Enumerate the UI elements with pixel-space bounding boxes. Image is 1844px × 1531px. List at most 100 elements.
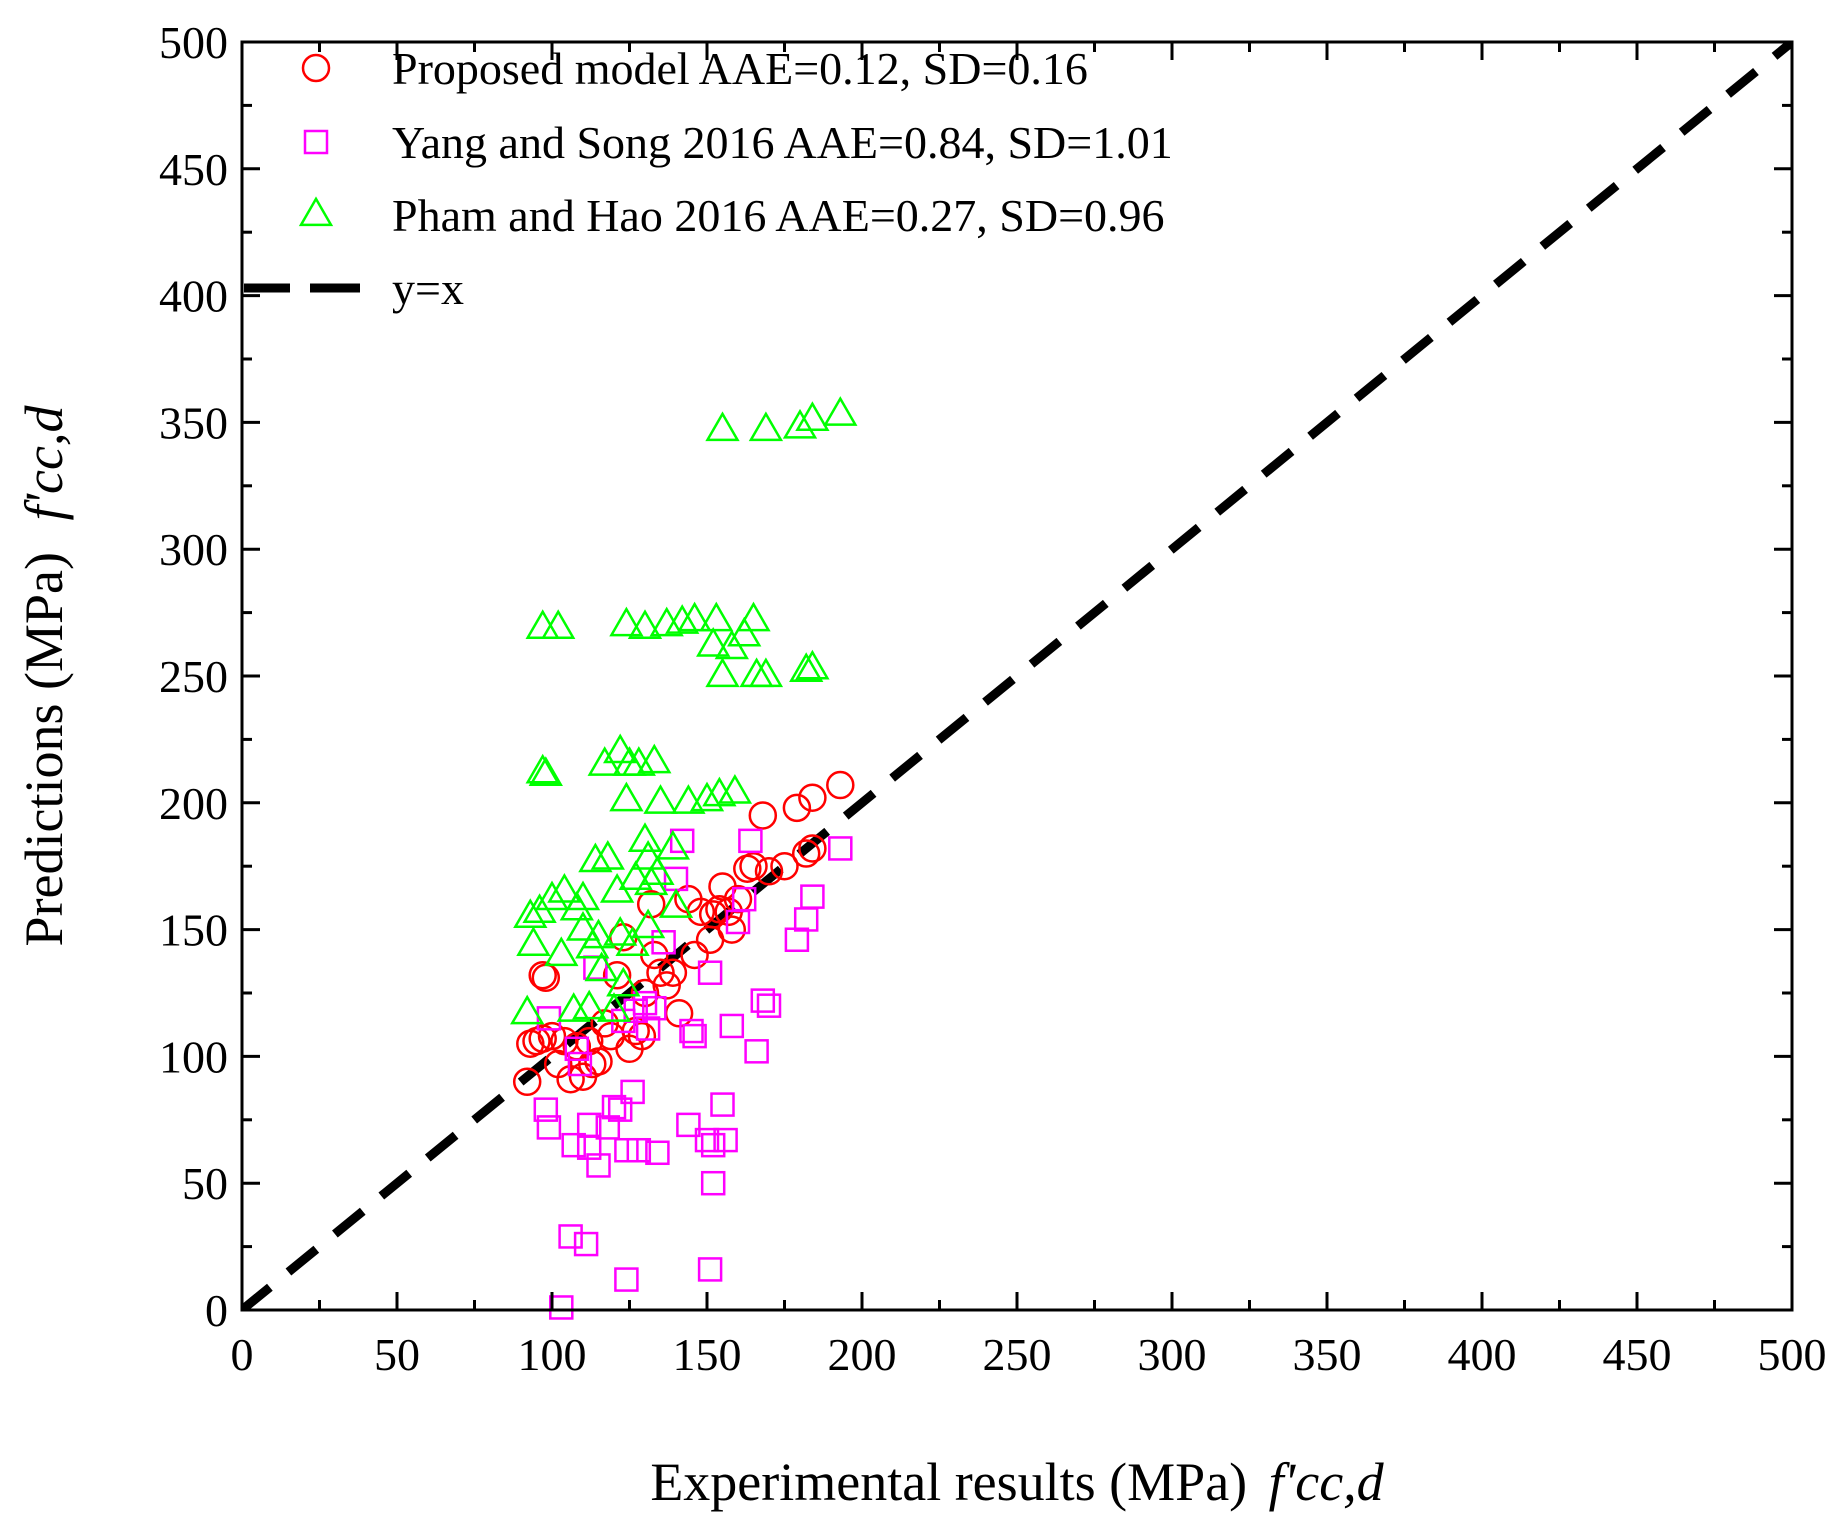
- data-point-triangle: [643, 784, 678, 814]
- y-tick-label: 100: [159, 1031, 228, 1082]
- data-point-circle: [717, 915, 747, 944]
- data-point-circle: [798, 834, 827, 863]
- data-point-triangle: [627, 609, 663, 639]
- data-point-triangle: [717, 774, 753, 804]
- data-point-square: [614, 1267, 639, 1292]
- x-tick-label: 0: [231, 1329, 254, 1380]
- data-point-circle: [739, 851, 768, 881]
- data-point-square: [651, 930, 676, 955]
- data-point-triangle: [603, 916, 638, 946]
- data-point-square: [607, 1097, 633, 1122]
- data-point-square: [713, 1127, 738, 1153]
- data-point-circle: [748, 801, 778, 830]
- y-tick-label: 350: [159, 397, 228, 448]
- data-point-circle: [658, 958, 688, 987]
- data-point-square: [756, 993, 782, 1018]
- data-point-triangle: [795, 401, 830, 431]
- data-point-square: [750, 988, 776, 1013]
- legend-marker-circle: [301, 53, 331, 83]
- data-point-circle: [602, 960, 632, 990]
- x-axis-title: Experimental results (MPa) f'cc,d: [650, 1452, 1384, 1512]
- x-tick-label: 100: [518, 1329, 587, 1380]
- data-point-triangle: [736, 601, 771, 632]
- data-point-square: [679, 1018, 704, 1044]
- data-point-triangle: [637, 743, 672, 774]
- data-point-triangle: [525, 753, 560, 784]
- data-point-triangle: [581, 918, 616, 949]
- data-point-square: [632, 990, 658, 1016]
- data-point-triangle: [748, 657, 784, 688]
- data-point-square: [694, 1127, 720, 1153]
- data-point-circle: [512, 1067, 542, 1097]
- x-tick-label: 400: [1448, 1329, 1517, 1380]
- data-point-triangle: [606, 966, 641, 997]
- y-tick-label: 50: [182, 1158, 228, 1209]
- data-point-circle: [782, 793, 812, 823]
- x-tick-label: 500: [1758, 1329, 1827, 1380]
- data-point-triangle: [640, 855, 675, 885]
- data-point-triangle: [609, 606, 644, 637]
- data-point-triangle: [727, 616, 762, 647]
- data-point-square: [576, 1112, 602, 1138]
- data-point-square: [738, 828, 763, 854]
- data-point-square: [626, 1137, 652, 1163]
- data-point-square: [558, 1224, 583, 1249]
- data-point-triangle: [603, 733, 638, 764]
- data-point-triangle: [565, 880, 601, 911]
- y-tick-label: 0: [205, 1285, 228, 1336]
- data-point-square: [573, 1231, 599, 1257]
- legend-marker-square: [303, 129, 329, 155]
- data-point-square: [645, 1140, 670, 1166]
- data-point-circle: [791, 839, 821, 868]
- data-point-circle: [528, 960, 557, 990]
- data-point-square: [710, 1092, 735, 1117]
- data-point-circle: [646, 958, 675, 987]
- data-point-triangle: [696, 626, 731, 657]
- data-point-triangle: [655, 829, 691, 860]
- data-point-square: [731, 886, 757, 912]
- y-tick-label: 150: [159, 905, 228, 956]
- data-point-circle: [537, 1021, 567, 1051]
- data-point-triangle: [572, 989, 607, 1020]
- data-point-square: [697, 1257, 723, 1282]
- data-point-circle: [627, 1021, 657, 1051]
- data-point-square: [700, 1170, 726, 1196]
- data-point-circle: [826, 770, 855, 800]
- data-point-square: [614, 1137, 639, 1163]
- data-point-square: [744, 1039, 769, 1064]
- data-point-triangle: [541, 609, 576, 639]
- data-point-circle: [652, 971, 681, 1000]
- data-point-triangle: [609, 781, 644, 812]
- y-axis-label: Predictions (MPa): [14, 552, 74, 946]
- y-tick-label: 200: [159, 778, 228, 829]
- data-point-triangle: [658, 888, 694, 918]
- data-point-circle: [770, 851, 799, 881]
- data-point-triangle: [630, 839, 666, 870]
- y-tick-label: 250: [159, 651, 228, 702]
- data-point-circle: [680, 940, 709, 970]
- data-point-triangle: [534, 880, 570, 911]
- data-point-circle: [584, 1047, 613, 1076]
- data-point-triangle: [665, 604, 700, 634]
- x-tick-label: 200: [828, 1329, 897, 1380]
- data-point-triangle: [590, 839, 625, 870]
- y-tick-label: 450: [159, 144, 228, 195]
- data-point-square: [586, 1153, 611, 1178]
- data-point-square: [700, 1132, 726, 1158]
- data-point-triangle: [516, 926, 551, 956]
- x-tick-label: 450: [1603, 1329, 1672, 1380]
- data-point-square: [536, 1115, 562, 1140]
- y-axis-title: Predictions (MPa) f'cc,d: [14, 405, 74, 947]
- x-tick-label: 150: [673, 1329, 742, 1380]
- data-point-circle: [754, 857, 784, 886]
- data-point-triangle: [823, 396, 858, 426]
- legend-label: Pham and Hao 2016 AAE=0.27, SD=0.96: [392, 190, 1165, 241]
- data-point-triangle: [618, 860, 653, 891]
- y-tick-label: 400: [159, 271, 228, 322]
- data-point-triangle: [596, 992, 632, 1022]
- data-point-square: [561, 1132, 586, 1158]
- data-point-triangle: [795, 649, 830, 680]
- data-point-triangle: [677, 601, 712, 632]
- data-point-square: [620, 1079, 645, 1105]
